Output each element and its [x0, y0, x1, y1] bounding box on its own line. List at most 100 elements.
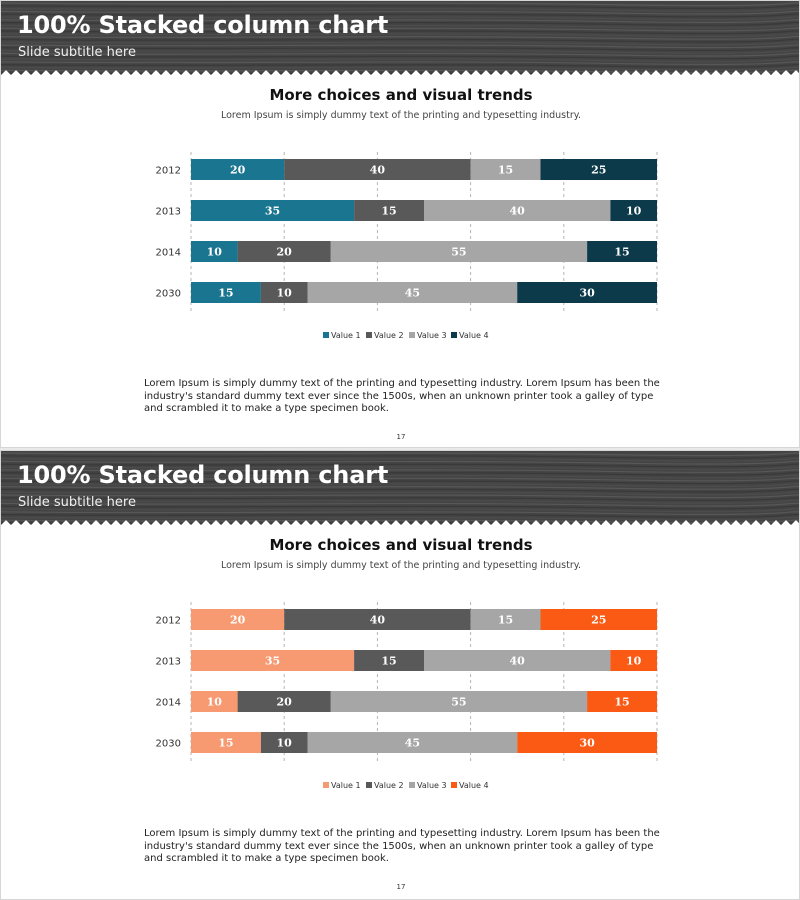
bar-segment	[191, 609, 285, 630]
category-label: 2014	[156, 698, 181, 709]
wood-banner	[1, 451, 799, 525]
slide-title: 100% Stacked column chart	[17, 11, 389, 39]
data-label: 25	[591, 164, 606, 177]
data-label: 20	[277, 696, 293, 709]
legend-swatch	[323, 332, 329, 338]
bar-segment	[191, 241, 238, 262]
bar-segment	[517, 282, 657, 303]
data-label: 40	[510, 655, 526, 668]
bar-segment	[470, 609, 541, 630]
chart-title: More choices and visual trends	[269, 536, 533, 554]
bar-segment	[610, 650, 657, 671]
legend-label: Value 3	[417, 781, 447, 790]
data-label: 25	[591, 614, 606, 627]
legend-label: Value 1	[331, 331, 361, 340]
data-label: 15	[614, 696, 629, 709]
data-label: 15	[614, 246, 629, 259]
legend-swatch	[451, 782, 457, 788]
data-label: 10	[277, 737, 293, 750]
data-label: 20	[230, 164, 246, 177]
data-label: 30	[579, 287, 595, 300]
bar-segment	[307, 732, 518, 753]
data-label: 55	[451, 246, 466, 259]
bar-segment	[191, 650, 355, 671]
stacked-bar-chart: 2012 20 40 15 25 2013 35 15 40 10 2014 10 20 55 15 2030…	[156, 602, 658, 790]
bar-segment	[470, 159, 541, 180]
bar-segment	[191, 691, 238, 712]
slide-header: 100% Stacked column chart Slide subtitle…	[1, 1, 799, 81]
category-label: 2013	[156, 657, 181, 668]
data-label: 35	[265, 205, 280, 218]
page-number: 17	[396, 883, 406, 891]
category-label: 2012	[156, 616, 181, 627]
data-label: 45	[405, 737, 420, 750]
wood-grain	[1, 2, 799, 75]
category-label: 2030	[156, 289, 181, 300]
chart-subtitle: Lorem Ipsum is simply dummy text of the …	[220, 560, 582, 571]
data-label: 20	[277, 246, 293, 259]
data-label: 20	[230, 614, 246, 627]
data-label: 10	[277, 287, 293, 300]
bar-segment	[540, 159, 657, 180]
category-label: 2012	[156, 166, 181, 177]
bar-segment	[587, 241, 657, 262]
bar-segment	[424, 650, 611, 671]
slide-1: 100% Stacked column chart Slide subtitle…	[0, 0, 800, 448]
legend-swatch	[366, 782, 372, 788]
bar-segment	[330, 691, 588, 712]
data-label: 30	[579, 737, 595, 750]
bar-segment	[260, 732, 308, 753]
chart-subtitle: Lorem Ipsum is simply dummy text of the …	[220, 110, 582, 121]
data-label: 15	[498, 614, 513, 627]
category-label: 2030	[156, 739, 181, 750]
data-label: 55	[451, 696, 466, 709]
data-label: 15	[498, 164, 513, 177]
bar-segment	[540, 609, 657, 630]
bar-segment	[307, 282, 518, 303]
data-label: 10	[626, 205, 642, 218]
bar-segment	[517, 732, 657, 753]
slide-subtitle: Slide subtitle here	[18, 495, 136, 510]
bar-segment	[191, 732, 261, 753]
chart-legend: Value 1 Value 2 Value 3 Value 4	[323, 331, 489, 340]
bar-segment	[610, 200, 657, 221]
slide-2: 100% Stacked column chart Slide subtitle…	[0, 450, 800, 900]
chart-legend: Value 1 Value 2 Value 3 Value 4	[323, 781, 489, 790]
bar-segment	[284, 609, 471, 630]
data-label: 15	[381, 655, 396, 668]
data-label: 45	[405, 287, 420, 300]
data-label: 10	[626, 655, 642, 668]
data-label: 15	[218, 287, 233, 300]
data-label: 10	[207, 696, 223, 709]
legend-label: Value 3	[417, 331, 447, 340]
data-label: 40	[370, 164, 386, 177]
data-label: 35	[265, 655, 280, 668]
bar-segment	[354, 650, 424, 671]
data-label: 15	[381, 205, 396, 218]
data-label: 10	[207, 246, 223, 259]
page-number: 17	[396, 433, 406, 441]
slide-header: 100% Stacked column chart Slide subtitle…	[1, 451, 799, 531]
legend-label: Value 2	[374, 331, 404, 340]
category-label: 2014	[156, 248, 181, 259]
legend-swatch	[409, 782, 415, 788]
category-label: 2013	[156, 207, 181, 218]
legend-label: Value 4	[459, 781, 489, 790]
chart-title: More choices and visual trends	[269, 86, 533, 104]
bar-segment	[237, 241, 331, 262]
bar-segment	[284, 159, 471, 180]
bar-segment	[354, 200, 424, 221]
bar-segment	[260, 282, 308, 303]
legend-swatch	[366, 332, 372, 338]
wood-banner	[1, 1, 799, 75]
body-paragraph: Lorem Ipsum is simply dummy text of the …	[144, 378, 660, 414]
legend-label: Value 4	[459, 331, 489, 340]
legend-label: Value 1	[331, 781, 361, 790]
legend-label: Value 2	[374, 781, 404, 790]
bar-segment	[424, 200, 611, 221]
data-label: 40	[510, 205, 526, 218]
legend-swatch	[451, 332, 457, 338]
legend-swatch	[323, 782, 329, 788]
legend-swatch	[409, 332, 415, 338]
data-label: 40	[370, 614, 386, 627]
